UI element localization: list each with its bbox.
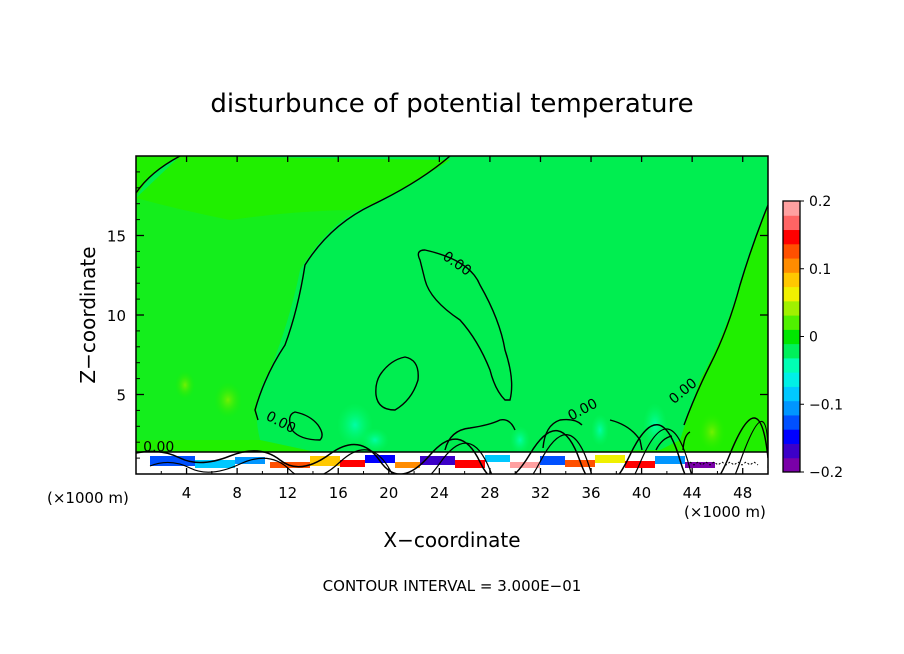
contour-line bbox=[609, 419, 643, 451]
cyan-blob bbox=[591, 414, 609, 446]
contour-line bbox=[683, 204, 768, 426]
x-tick-label: 24 bbox=[430, 484, 449, 502]
x-tick-label: 48 bbox=[733, 484, 752, 502]
colorbar-segment bbox=[783, 443, 800, 459]
colorbar-segment bbox=[783, 414, 800, 430]
colorbar-segment bbox=[783, 300, 800, 316]
colorbar: 0.2 0.1 0 −0.1 −0.2 bbox=[782, 194, 843, 481]
contour-line bbox=[444, 419, 516, 451]
colorbar-segment bbox=[783, 243, 800, 259]
x-unit-left: (×1000 m) bbox=[47, 489, 129, 507]
colorbar-segment bbox=[783, 315, 800, 330]
yellow-blob bbox=[698, 412, 726, 452]
x-tick-label: 32 bbox=[531, 484, 550, 502]
contour-interval-text: CONTOUR INTERVAL = 3.000E−01 bbox=[323, 577, 582, 595]
contour-line bbox=[136, 156, 181, 194]
colorbar-tick-label: −0.1 bbox=[809, 397, 843, 413]
colorbar-segment bbox=[783, 343, 800, 359]
plot-field: 0.000.000.000.000.00 bbox=[136, 156, 768, 474]
colorbar-segment bbox=[783, 258, 800, 273]
x-tick-label: 28 bbox=[480, 484, 499, 502]
colorbar-segment bbox=[783, 372, 800, 387]
colorbar-segment bbox=[783, 201, 800, 216]
contour-line bbox=[375, 356, 419, 411]
colorbar-segment bbox=[783, 215, 800, 231]
contour-line bbox=[655, 435, 673, 451]
x-tick-label: 36 bbox=[581, 484, 600, 502]
y-tick-label: 15 bbox=[107, 228, 126, 246]
x-tick-label: 8 bbox=[232, 484, 242, 502]
y-axis-ticks: 5 10 15 bbox=[107, 171, 768, 459]
x-axis-label: X−coordinate bbox=[383, 528, 520, 552]
colorbar-tick-label: −0.2 bbox=[809, 465, 843, 481]
colorbar-tick-label: 0 bbox=[809, 330, 818, 346]
y-axis-label: Z−coordinate bbox=[76, 246, 100, 383]
colorbar-segment bbox=[783, 386, 800, 402]
x-unit-right: (×1000 m) bbox=[684, 503, 766, 521]
x-tick-label: 44 bbox=[683, 484, 702, 502]
x-axis-ticks: 4 8 12 16 20 24 28 32 36 40 44 48 bbox=[160, 156, 752, 502]
zero-contours bbox=[136, 156, 768, 453]
yellow-blob bbox=[214, 382, 242, 418]
contour-line bbox=[288, 411, 323, 441]
colorbar-segment bbox=[783, 357, 800, 373]
colorbar-segment bbox=[783, 272, 800, 288]
colorbar-segment bbox=[783, 457, 800, 473]
contour-line bbox=[417, 249, 513, 401]
colorbar-segment bbox=[783, 329, 800, 345]
contour-line bbox=[682, 431, 691, 451]
yellow-blob bbox=[175, 371, 195, 399]
y-tick-label: 10 bbox=[107, 307, 126, 325]
colorbar-tick-label: 0.2 bbox=[809, 194, 831, 210]
colorbar-segment bbox=[783, 400, 800, 416]
colorbar-segment bbox=[783, 229, 800, 245]
cyan-blob bbox=[510, 426, 530, 454]
contour-line bbox=[254, 156, 451, 421]
colorbar-segment bbox=[783, 429, 800, 444]
field-cool-region bbox=[136, 156, 768, 455]
contour-line bbox=[542, 418, 583, 449]
chart-title: disturbunce of potential temperature bbox=[210, 89, 693, 119]
surface-layer bbox=[136, 417, 768, 474]
x-tick-label: 40 bbox=[632, 484, 651, 502]
contour-label: 0.00 bbox=[143, 440, 174, 456]
colorbar-segment bbox=[783, 286, 800, 302]
x-tick-label: 12 bbox=[278, 484, 297, 502]
x-tick-label: 4 bbox=[182, 484, 192, 502]
x-tick-label: 20 bbox=[379, 484, 398, 502]
y-tick-label: 5 bbox=[116, 387, 126, 405]
colorbar-tick-label: 0.1 bbox=[809, 262, 831, 278]
x-tick-label: 16 bbox=[329, 484, 348, 502]
cyan-blob bbox=[361, 428, 389, 452]
